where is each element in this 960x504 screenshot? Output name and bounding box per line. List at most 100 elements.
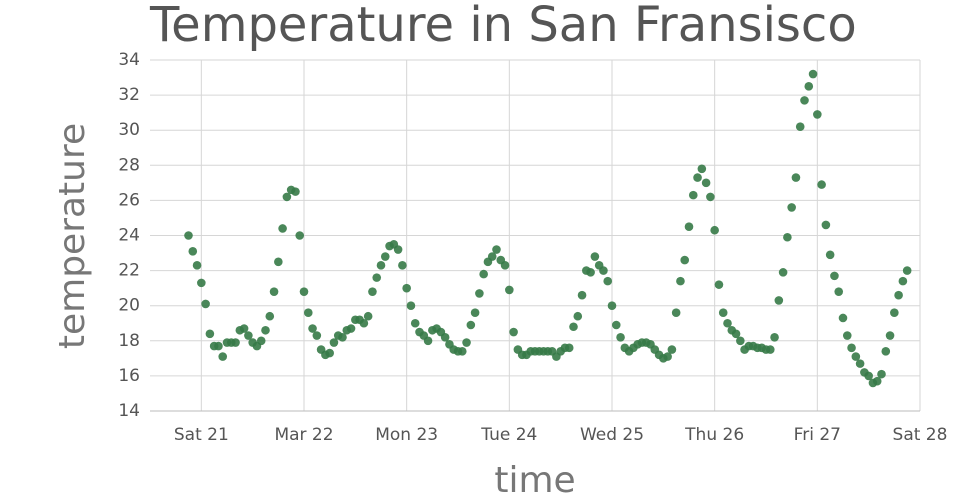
y-tick-label: 16 xyxy=(118,366,140,386)
y-tick-label: 34 xyxy=(118,50,140,70)
x-tick-label: Wed 25 xyxy=(580,425,644,445)
point xyxy=(804,82,814,91)
y-axis-label: temperature xyxy=(52,123,93,349)
x-tick-label: Mon 23 xyxy=(375,425,438,445)
point xyxy=(244,331,253,340)
point xyxy=(239,324,249,333)
point xyxy=(586,268,595,277)
point xyxy=(214,341,223,351)
point xyxy=(813,110,822,119)
point xyxy=(898,276,908,286)
point xyxy=(847,343,856,353)
x-tick-label: Sat 21 xyxy=(174,425,229,445)
point xyxy=(830,271,839,281)
point xyxy=(817,180,826,189)
point xyxy=(192,261,202,270)
point xyxy=(676,276,685,286)
point xyxy=(697,164,707,174)
point xyxy=(282,192,292,202)
point xyxy=(838,313,848,323)
point xyxy=(603,276,613,286)
point xyxy=(201,299,210,309)
point xyxy=(505,285,514,295)
point xyxy=(372,273,382,282)
point xyxy=(787,203,796,212)
point xyxy=(710,225,719,235)
point xyxy=(402,283,411,293)
point xyxy=(680,255,690,265)
y-tick-label: 18 xyxy=(118,331,140,351)
point xyxy=(800,96,809,105)
point xyxy=(509,327,518,337)
point xyxy=(791,173,801,182)
y-tick-label: 26 xyxy=(118,190,140,210)
point xyxy=(564,343,574,353)
point xyxy=(291,187,300,196)
point xyxy=(393,245,403,254)
point xyxy=(312,331,322,340)
point xyxy=(410,318,420,328)
point xyxy=(718,308,728,318)
point xyxy=(599,266,608,275)
point xyxy=(693,173,702,182)
point xyxy=(457,347,467,356)
point xyxy=(684,222,694,232)
point xyxy=(688,190,698,200)
y-tick-label: 14 xyxy=(118,401,140,421)
point xyxy=(671,308,681,318)
point xyxy=(723,318,732,328)
point xyxy=(398,261,407,270)
point xyxy=(864,371,873,381)
point xyxy=(479,269,488,279)
point xyxy=(500,261,510,270)
point xyxy=(368,287,377,296)
point xyxy=(573,311,583,321)
point xyxy=(231,338,240,347)
point xyxy=(890,308,899,318)
point xyxy=(308,324,317,333)
point xyxy=(851,352,861,361)
x-tick-label: Sat 28 xyxy=(893,425,948,445)
point xyxy=(487,252,497,261)
point xyxy=(492,245,501,254)
point xyxy=(663,352,672,361)
point xyxy=(770,332,779,342)
point xyxy=(269,287,279,296)
y-tick-label: 20 xyxy=(118,296,140,316)
x-tick-label: Thu 26 xyxy=(684,425,744,445)
point xyxy=(325,348,334,358)
point xyxy=(808,69,818,79)
point xyxy=(218,352,228,361)
point xyxy=(667,345,677,354)
y-tick-label: 28 xyxy=(118,155,140,175)
points xyxy=(184,69,912,388)
point xyxy=(795,122,805,131)
point xyxy=(778,268,788,277)
point xyxy=(783,232,792,242)
point xyxy=(902,266,912,275)
point xyxy=(607,301,617,311)
point xyxy=(825,250,835,260)
point xyxy=(205,329,215,339)
point xyxy=(842,331,852,340)
point xyxy=(611,320,621,330)
point xyxy=(299,287,309,296)
point xyxy=(329,338,339,347)
point xyxy=(701,178,711,188)
x-tick-label: Tue 24 xyxy=(480,425,537,445)
point xyxy=(265,311,275,321)
point xyxy=(834,287,844,296)
y-tick-label: 30 xyxy=(118,120,140,140)
chart-title: Temperature in San Fransisco xyxy=(149,0,857,53)
point xyxy=(346,324,356,333)
point xyxy=(466,320,476,330)
point xyxy=(881,347,891,356)
point xyxy=(256,336,266,346)
point xyxy=(406,301,416,311)
y-tick-label: 22 xyxy=(118,261,140,281)
point xyxy=(885,331,895,340)
point xyxy=(731,329,741,339)
point xyxy=(877,369,886,379)
point xyxy=(616,332,625,342)
